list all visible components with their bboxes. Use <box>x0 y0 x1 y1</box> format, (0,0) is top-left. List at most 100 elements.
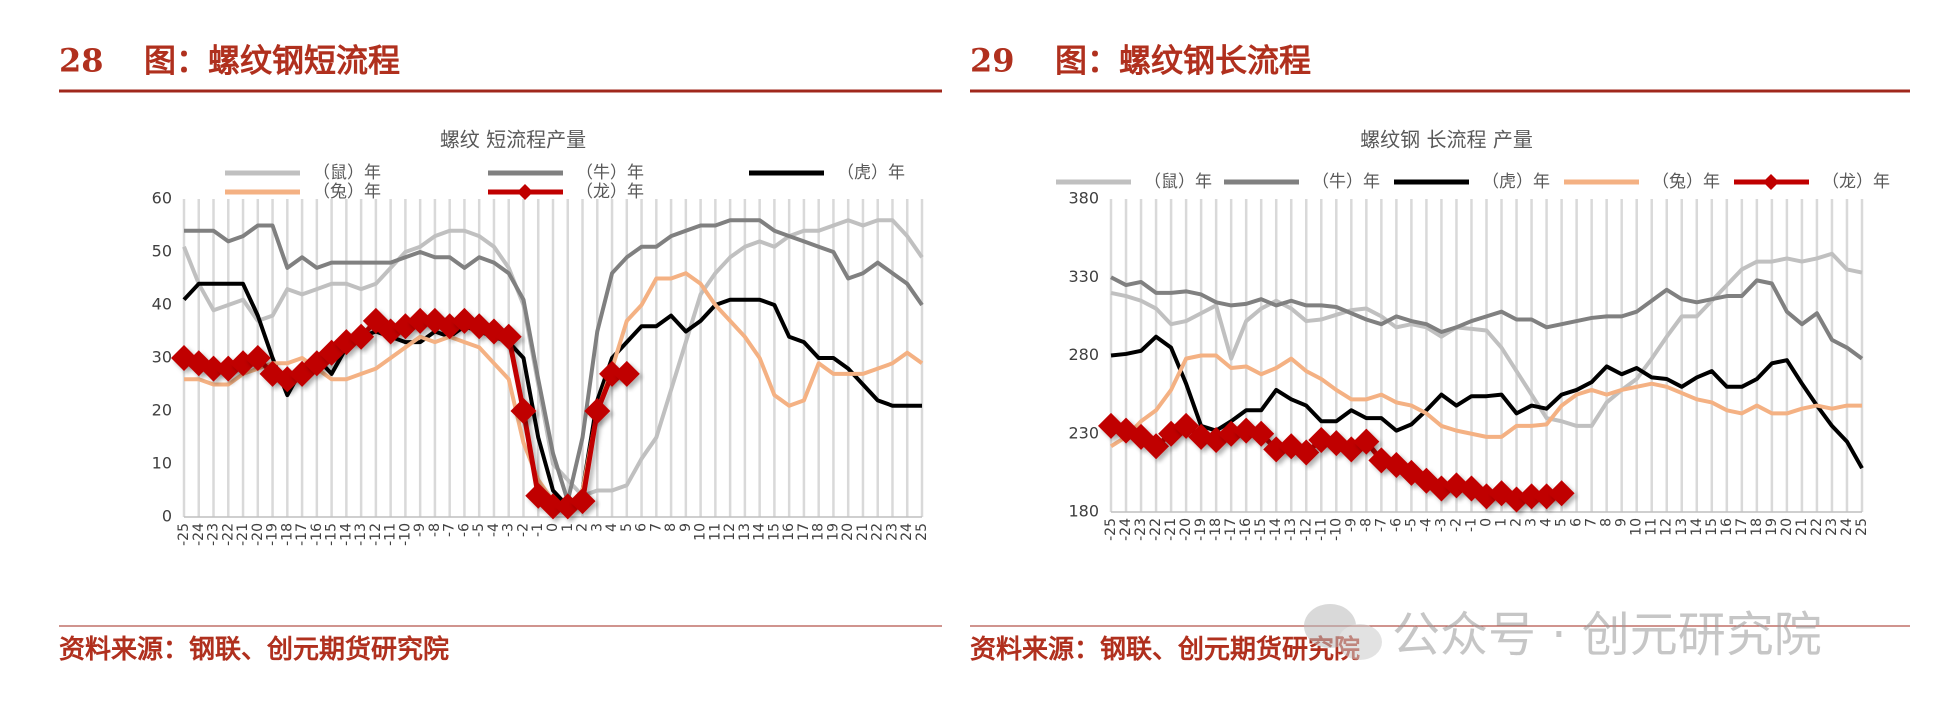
x-tick-label: -5 <box>1403 518 1419 532</box>
data-point <box>510 398 537 424</box>
x-tick-label: 12 <box>1659 518 1675 536</box>
y-tick-label: 20 <box>152 401 172 420</box>
x-tick-label: 6 <box>1569 518 1585 527</box>
x-tick-label: 25 <box>1854 518 1870 536</box>
data-point <box>1548 480 1575 507</box>
x-tick-label: 4 <box>604 523 620 532</box>
x-tick-label: 19 <box>1764 518 1780 536</box>
x-tick-label: -15 <box>324 523 340 546</box>
x-tick-label: -14 <box>1268 518 1284 541</box>
x-tick-label: 0 <box>545 523 561 532</box>
x-tick-label: -10 <box>1328 518 1344 541</box>
x-tick-label: 3 <box>1524 518 1540 527</box>
x-tick-label: 24 <box>1839 518 1855 536</box>
x-tick-label: 5 <box>619 523 635 532</box>
legend-label: （虎）年 <box>1482 172 1550 192</box>
x-tick-label: 20 <box>1779 518 1795 536</box>
legend-label: （牛）年 <box>1312 172 1380 192</box>
x-tick-label: -23 <box>1133 518 1149 541</box>
y-tick-label: 50 <box>152 242 172 261</box>
data-point <box>599 360 626 387</box>
x-tick-label: -9 <box>1343 518 1359 532</box>
legend-label: （兔）年 <box>1652 172 1720 192</box>
y-tick-label: 380 <box>1068 189 1099 208</box>
watermark-icon <box>1338 624 1382 660</box>
data-point <box>584 398 611 424</box>
legend-marker <box>517 184 533 200</box>
x-tick-label: -20 <box>1178 518 1194 541</box>
data-point <box>200 355 227 382</box>
x-tick-label: -21 <box>235 523 251 546</box>
figure-number: 28 <box>59 42 104 80</box>
x-tick-label: 7 <box>648 523 664 532</box>
series-line <box>184 218 924 504</box>
legend-label: （龙）年 <box>1822 172 1890 192</box>
x-tick-label: -15 <box>1253 518 1269 541</box>
x-tick-label: -12 <box>368 523 384 546</box>
data-point <box>1248 420 1275 447</box>
data-point <box>230 350 257 377</box>
x-tick-label: 8 <box>663 523 679 532</box>
x-tick-label: 13 <box>1674 518 1690 536</box>
x-tick-label: 20 <box>840 523 856 541</box>
y-tick-label: 60 <box>152 189 172 208</box>
x-tick-label: -18 <box>279 523 295 546</box>
x-tick-label: 11 <box>707 523 723 541</box>
x-tick-label: 15 <box>766 523 782 541</box>
legend-label: （牛）年 <box>576 163 644 183</box>
legend-label: （兔）年 <box>313 182 381 202</box>
y-tick-label: 10 <box>152 454 172 473</box>
watermark-text: 公众号 · 创元研究院 <box>1392 607 1822 663</box>
y-tick-label: 30 <box>152 348 172 367</box>
x-tick-label: 19 <box>825 523 841 541</box>
y-tick-label: 230 <box>1068 423 1099 442</box>
x-tick-label: 17 <box>1734 518 1750 536</box>
data-point <box>244 345 271 371</box>
x-tick-label: -16 <box>1238 518 1254 541</box>
x-tick-label: 16 <box>781 523 797 541</box>
x-tick-label: -14 <box>338 523 354 546</box>
x-tick-label: 2 <box>1509 518 1525 527</box>
legend-label: （龙）年 <box>576 182 644 202</box>
data-point <box>1518 483 1545 510</box>
x-tick-label: -25 <box>176 523 192 546</box>
legend-marker <box>1763 174 1779 190</box>
x-tick-label: -3 <box>501 523 517 537</box>
x-tick-label: 1 <box>1494 518 1510 527</box>
x-tick-label: 9 <box>678 523 694 532</box>
x-tick-label: 18 <box>811 523 827 541</box>
figure-title: 图：螺纹钢长流程 <box>1055 42 1311 80</box>
data-point <box>348 323 375 350</box>
x-tick-label: 9 <box>1614 518 1630 527</box>
chart-title: 螺纹 短流程产量 <box>440 128 586 152</box>
legend-label: （虎）年 <box>837 163 905 183</box>
x-tick-label: -19 <box>265 523 281 546</box>
x-tick-label: 10 <box>693 523 709 541</box>
figure-number: 29 <box>970 42 1015 80</box>
y-tick-label: 180 <box>1068 502 1099 521</box>
x-tick-label: -17 <box>294 523 310 546</box>
x-tick-label: -23 <box>206 523 222 546</box>
x-tick-label: -6 <box>456 523 472 537</box>
x-tick-label: -24 <box>1118 518 1134 541</box>
x-tick-label: -22 <box>1148 518 1164 541</box>
x-tick-label: -21 <box>1163 518 1179 541</box>
x-tick-label: -11 <box>383 523 399 546</box>
data-point <box>613 360 640 387</box>
series-line <box>182 218 924 498</box>
x-tick-label: 13 <box>737 523 753 541</box>
y-tick-label: 40 <box>152 295 172 314</box>
series-line <box>1109 353 1862 448</box>
x-tick-label: 12 <box>722 523 738 541</box>
x-tick-label: 5 <box>1554 518 1570 527</box>
legend-label: （鼠）年 <box>1144 172 1212 192</box>
x-tick-label: 21 <box>1794 518 1810 536</box>
data-point <box>1353 428 1380 455</box>
x-tick-label: -25 <box>1103 518 1119 541</box>
x-tick-label: 0 <box>1479 518 1495 527</box>
y-tick-label: 280 <box>1068 345 1099 364</box>
x-tick-label: 18 <box>1749 518 1765 536</box>
x-tick-label: -9 <box>412 523 428 537</box>
x-tick-label: 21 <box>855 523 871 541</box>
